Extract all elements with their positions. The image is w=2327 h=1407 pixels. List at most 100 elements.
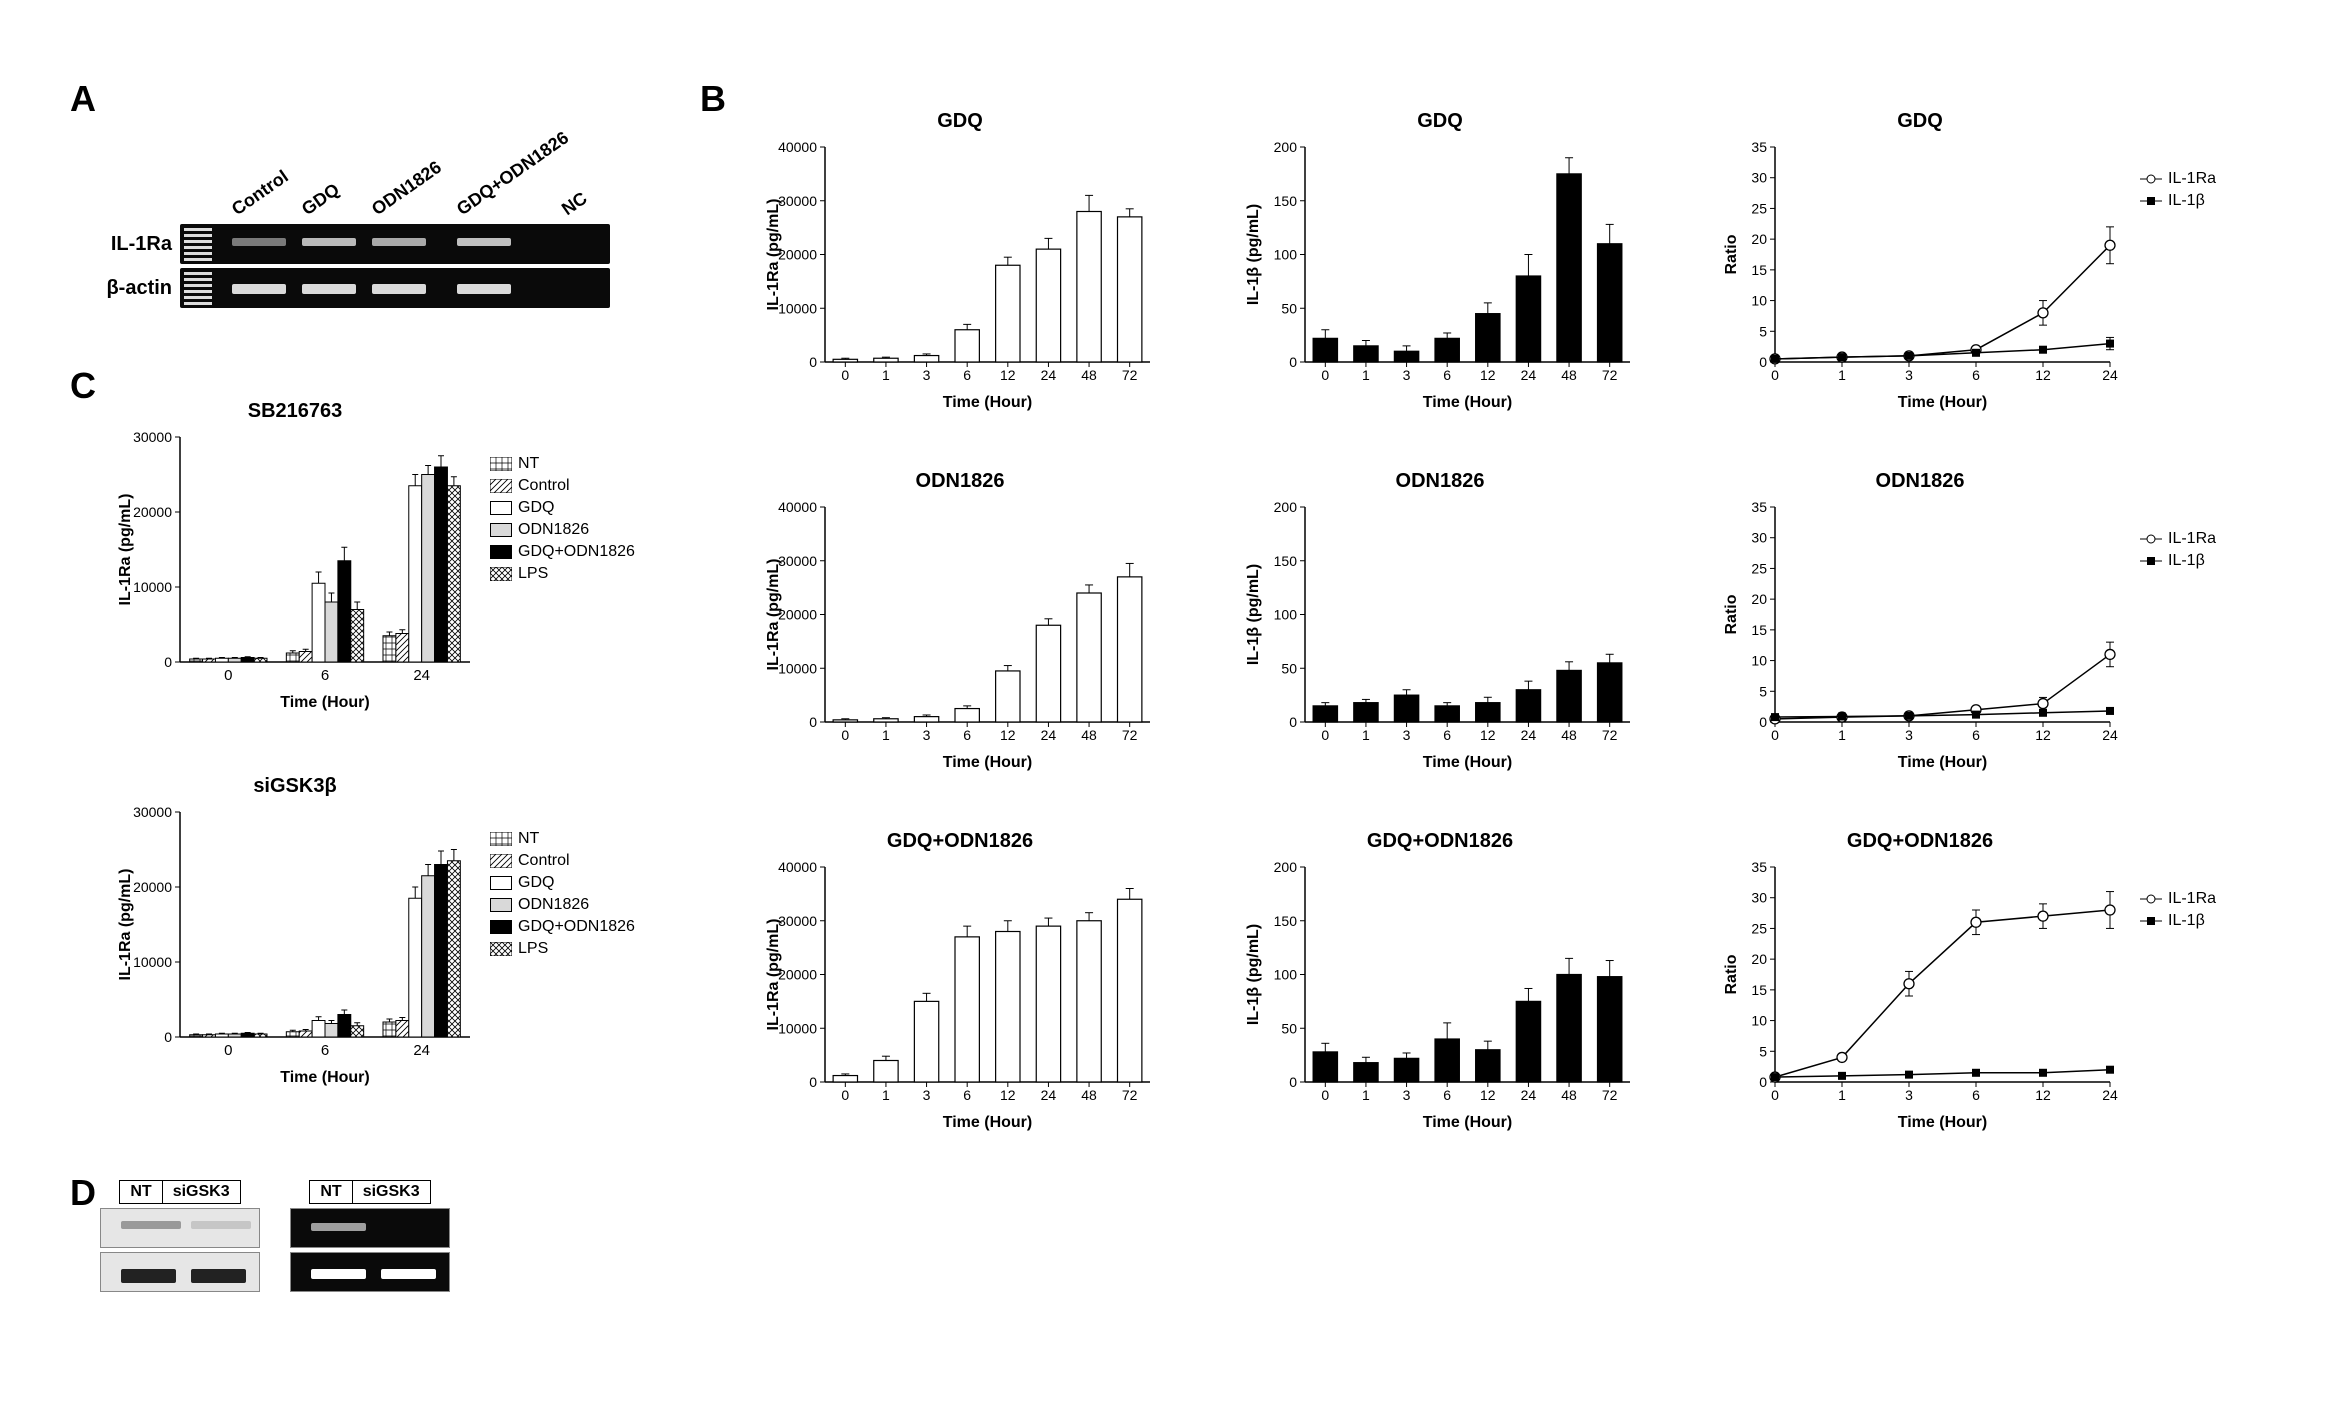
ratio-line-ODN1826: ODN18260510152025303501361224Time (Hour)…: [1720, 470, 2120, 777]
svg-text:24: 24: [1521, 367, 1537, 383]
svg-text:15: 15: [1751, 982, 1767, 998]
svg-text:IL-1Ra (pg/mL): IL-1Ra (pg/mL): [117, 494, 134, 606]
svg-text:1: 1: [1362, 367, 1370, 383]
svg-text:IL-1β (pg/mL): IL-1β (pg/mL): [1245, 204, 1262, 305]
svg-text:0: 0: [1289, 1074, 1297, 1090]
legend-item: GDQ+ODN1826: [490, 543, 635, 561]
pcr-gel-bottom: [290, 1252, 450, 1292]
svg-text:30000: 30000: [778, 913, 817, 929]
svg-text:Ratio: Ratio: [1723, 954, 1740, 994]
svg-text:35: 35: [1751, 859, 1767, 875]
svg-text:3: 3: [923, 727, 931, 743]
svg-text:24: 24: [413, 667, 430, 684]
svg-text:72: 72: [1602, 1087, 1618, 1103]
svg-text:35: 35: [1751, 499, 1767, 515]
gel-row-label-il1ra: IL-1Ra: [90, 233, 180, 256]
western-blot-group: NTsiGSK3: [100, 1180, 260, 1292]
svg-text:0: 0: [1321, 727, 1329, 743]
svg-text:3: 3: [1403, 367, 1411, 383]
svg-text:10000: 10000: [778, 1020, 817, 1036]
svg-text:5: 5: [1759, 1043, 1767, 1059]
svg-text:24: 24: [2102, 367, 2118, 383]
svg-text:Time (Hour): Time (Hour): [1898, 1114, 1987, 1131]
svg-text:Time (Hour): Time (Hour): [1423, 394, 1512, 411]
svg-text:12: 12: [1480, 1087, 1496, 1103]
svg-text:0: 0: [224, 1042, 232, 1059]
ratio-legend-gdq: IL-1Ra IL-1β: [2140, 170, 2216, 214]
svg-text:0: 0: [164, 1029, 172, 1045]
svg-text:5: 5: [1759, 683, 1767, 699]
svg-text:10000: 10000: [133, 579, 172, 595]
svg-text:10000: 10000: [778, 660, 817, 676]
svg-text:30000: 30000: [778, 193, 817, 209]
svg-text:Time (Hour): Time (Hour): [280, 694, 369, 711]
svg-text:48: 48: [1561, 1087, 1577, 1103]
pcr-gel-top: [290, 1208, 450, 1248]
svg-text:20: 20: [1751, 231, 1767, 247]
svg-text:0: 0: [809, 714, 817, 730]
svg-text:50: 50: [1281, 300, 1297, 316]
legend-item: GDQ: [490, 874, 635, 892]
svg-text:24: 24: [413, 1042, 430, 1059]
ratio-legend-combo: IL-1Ra IL-1β: [2140, 890, 2216, 934]
svg-text:Time (Hour): Time (Hour): [280, 1069, 369, 1086]
il1b-bar-ODN1826: ODN1826050100150200013612244872Time (Hou…: [1240, 470, 1640, 777]
svg-text:24: 24: [1041, 1087, 1057, 1103]
svg-text:0: 0: [841, 367, 849, 383]
svg-text:Ratio: Ratio: [1723, 234, 1740, 274]
blot-header-sigsk3: siGSK3: [163, 1181, 240, 1203]
svg-text:0: 0: [1759, 1074, 1767, 1090]
legend-item: ODN1826: [490, 521, 635, 539]
svg-text:Time (Hour): Time (Hour): [943, 394, 1032, 411]
svg-text:200: 200: [1274, 499, 1298, 515]
svg-text:1: 1: [1838, 727, 1846, 743]
svg-text:200: 200: [1274, 139, 1298, 155]
svg-text:IL-1Ra (pg/mL): IL-1Ra (pg/mL): [765, 919, 782, 1031]
gel-lane-label: Control: [228, 166, 292, 220]
svg-text:40000: 40000: [778, 859, 817, 875]
svg-text:0: 0: [1321, 1087, 1329, 1103]
legend-item: GDQ+ODN1826: [490, 918, 635, 936]
svg-text:10: 10: [1751, 653, 1767, 669]
svg-text:72: 72: [1122, 367, 1138, 383]
svg-text:Time (Hour): Time (Hour): [943, 754, 1032, 771]
svg-text:0: 0: [841, 1087, 849, 1103]
svg-text:150: 150: [1274, 913, 1298, 929]
svg-text:48: 48: [1081, 367, 1097, 383]
svg-text:24: 24: [1521, 727, 1537, 743]
svg-text:1: 1: [1838, 1087, 1846, 1103]
svg-text:5: 5: [1759, 323, 1767, 339]
svg-text:1: 1: [1838, 367, 1846, 383]
svg-text:10000: 10000: [133, 954, 172, 970]
svg-text:20000: 20000: [133, 504, 172, 520]
svg-text:150: 150: [1274, 193, 1298, 209]
legend-item: NT: [490, 455, 635, 473]
svg-text:50: 50: [1281, 1020, 1297, 1036]
svg-text:50: 50: [1281, 660, 1297, 676]
il1ra-bar-GDQ: GDQ010000200003000040000013612244872Time…: [760, 110, 1160, 417]
western-blot-bottom: [100, 1252, 260, 1292]
svg-text:24: 24: [1041, 367, 1057, 383]
blot-header-nt: NT: [120, 1181, 162, 1203]
svg-text:72: 72: [1122, 1087, 1138, 1103]
legend-item: Control: [490, 477, 635, 495]
panel-D: NTsiGSK3 NTsiGSK3: [100, 1180, 450, 1292]
legend-item: LPS: [490, 565, 635, 583]
svg-text:0: 0: [809, 354, 817, 370]
svg-text:6: 6: [1972, 1087, 1980, 1103]
gel-lane-label: NC: [558, 188, 591, 220]
svg-text:48: 48: [1081, 727, 1097, 743]
svg-text:40000: 40000: [778, 499, 817, 515]
gel-lane-label: GDQ: [298, 179, 344, 220]
svg-text:1: 1: [882, 727, 890, 743]
panelC-legend-si: NTControlGDQODN1826GDQ+ODN1826LPS: [490, 830, 635, 962]
svg-text:200: 200: [1274, 859, 1298, 875]
svg-text:24: 24: [1521, 1087, 1537, 1103]
svg-text:24: 24: [2102, 727, 2118, 743]
svg-text:150: 150: [1274, 553, 1298, 569]
svg-text:12: 12: [1480, 727, 1496, 743]
svg-text:IL-1β (pg/mL): IL-1β (pg/mL): [1245, 564, 1262, 665]
svg-text:24: 24: [1041, 727, 1057, 743]
gel-header-sigsk3: siGSK3: [353, 1181, 430, 1203]
svg-text:72: 72: [1602, 727, 1618, 743]
